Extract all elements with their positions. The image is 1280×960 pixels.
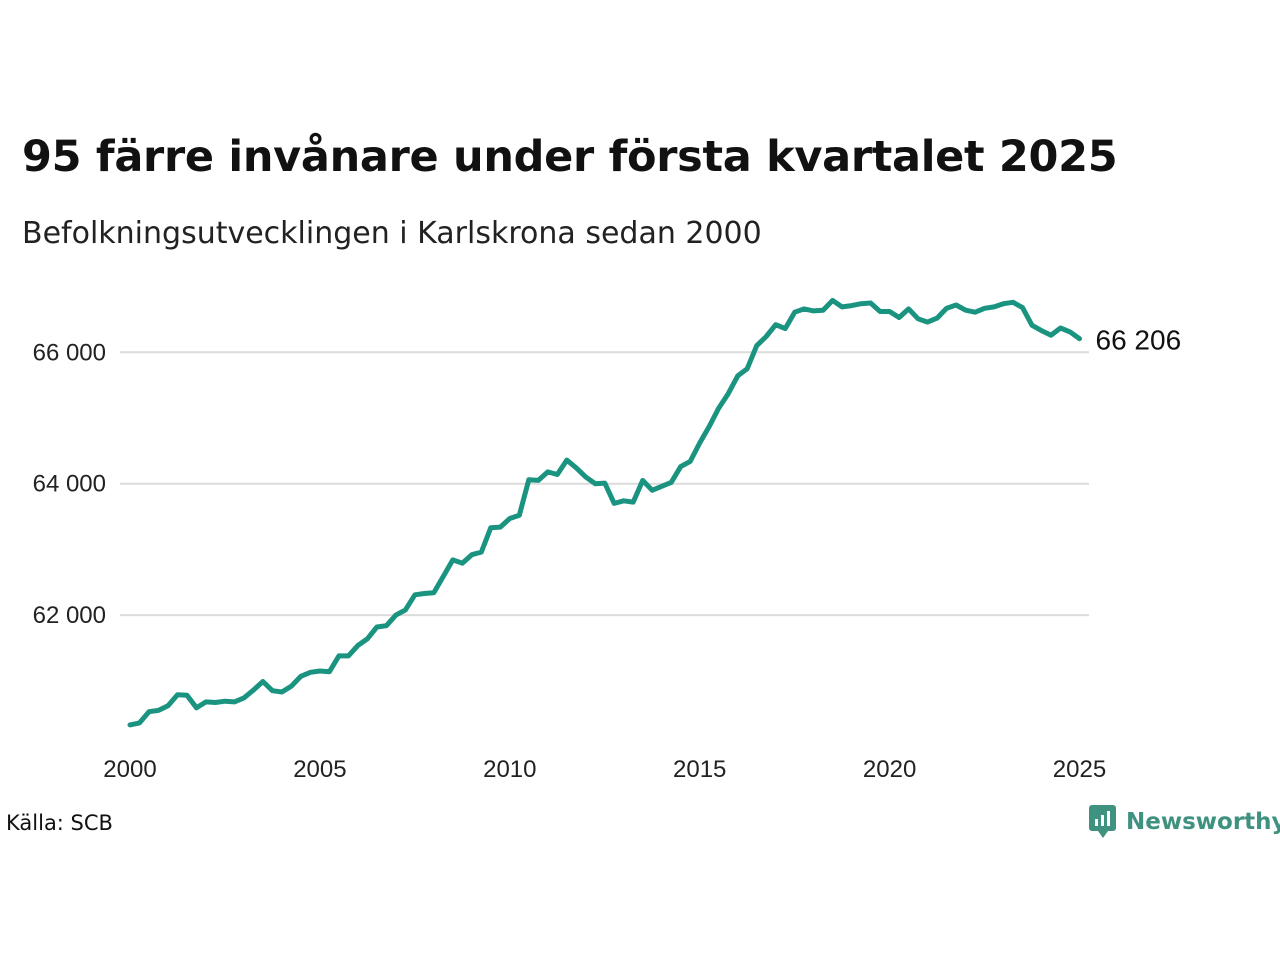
x-tick-label: 2005 [293, 756, 346, 783]
x-tick-label: 2010 [483, 756, 536, 783]
chart-bubble-icon [1089, 805, 1116, 838]
y-axis-ticks: 62 000 64 000 66 000 [33, 339, 106, 629]
x-tick-label: 2020 [863, 756, 916, 783]
y-tick-label: 62 000 [33, 602, 106, 629]
source-note: Källa: SCB [6, 811, 113, 835]
last-value-label: 66 206 [1096, 325, 1182, 356]
y-tick-label: 66 000 [33, 339, 106, 366]
x-tick-label: 2025 [1053, 756, 1106, 783]
x-tick-label: 2000 [103, 756, 156, 783]
chart-title: 95 färre invånare under första kvartalet… [22, 132, 1118, 182]
y-tick-label: 64 000 [33, 471, 106, 498]
brand-logo: Newsworthy [1088, 802, 1280, 842]
population-series-line [127, 297, 1082, 728]
x-tick-label: 2015 [673, 756, 726, 783]
chart-subtitle: Befolkningsutvecklingen i Karlskrona sed… [22, 216, 762, 251]
x-axis-ticks: 2000 2005 2010 2015 2020 2025 [103, 756, 1106, 783]
brand-name: Newsworthy [1126, 809, 1280, 835]
